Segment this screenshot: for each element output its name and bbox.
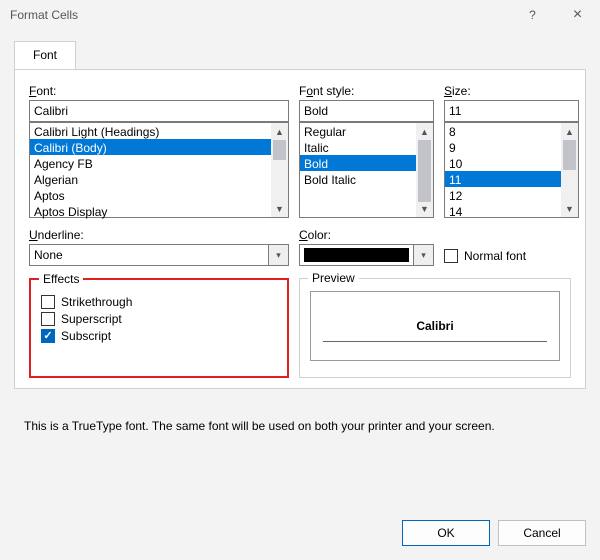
preview-baseline — [323, 341, 547, 342]
list-item[interactable]: 12 — [445, 187, 561, 203]
chevron-down-icon[interactable]: ▾ — [269, 244, 289, 266]
subscript-checkbox[interactable]: Subscript — [41, 329, 277, 343]
underline-label: Underline: — [29, 228, 289, 242]
scrollbar[interactable]: ▲▼ — [416, 123, 433, 217]
list-item[interactable]: Italic — [300, 139, 416, 155]
scrollbar[interactable]: ▲▼ — [271, 123, 288, 217]
font-input[interactable] — [29, 100, 289, 122]
underline-value: None — [29, 244, 269, 266]
scroll-thumb[interactable] — [418, 140, 431, 202]
dialog-title: Format Cells — [10, 8, 510, 22]
list-item[interactable]: Agency FB — [30, 155, 271, 171]
scroll-up-icon[interactable]: ▲ — [416, 123, 433, 140]
list-item[interactable]: Calibri Light (Headings) — [30, 123, 271, 139]
tabstrip: Font — [0, 30, 600, 69]
font-panel: Font: Calibri Light (Headings)Calibri (B… — [14, 69, 586, 389]
scrollbar[interactable]: ▲▼ — [561, 123, 578, 217]
preview-legend: Preview — [308, 271, 359, 285]
list-item[interactable]: 14 — [445, 203, 561, 219]
font-label: Font: — [29, 84, 289, 98]
list-item[interactable]: Aptos — [30, 187, 271, 203]
preview-group: Preview Calibri — [299, 278, 571, 378]
checkbox-icon — [41, 295, 55, 309]
size-input[interactable] — [444, 100, 579, 122]
scroll-thumb[interactable] — [563, 140, 576, 170]
font-style-listbox[interactable]: RegularItalicBoldBold Italic▲▼ — [299, 122, 434, 218]
dialog-footer: OK Cancel — [402, 520, 586, 546]
color-label: Color: — [299, 228, 434, 242]
truetype-note: This is a TrueType font. The same font w… — [0, 389, 600, 443]
cancel-button[interactable]: Cancel — [498, 520, 586, 546]
list-item[interactable]: Bold — [300, 155, 416, 171]
scroll-up-icon[interactable]: ▲ — [271, 123, 288, 140]
effects-legend: Effects — [39, 272, 83, 286]
close-icon[interactable]: × — [555, 0, 600, 30]
list-item[interactable]: 11 — [445, 171, 561, 187]
normal-font-checkbox[interactable]: Normal font — [444, 249, 526, 263]
scroll-down-icon[interactable]: ▼ — [271, 200, 288, 217]
list-item[interactable]: Calibri (Body) — [30, 139, 271, 155]
superscript-checkbox[interactable]: Superscript — [41, 312, 277, 326]
color-combo[interactable]: ▾ — [299, 244, 434, 266]
strikethrough-checkbox[interactable]: Strikethrough — [41, 295, 277, 309]
ok-button[interactable]: OK — [402, 520, 490, 546]
list-item[interactable]: Regular — [300, 123, 416, 139]
preview-text: Calibri — [412, 319, 457, 333]
list-item[interactable]: 9 — [445, 139, 561, 155]
checkbox-icon — [41, 329, 55, 343]
titlebar: Format Cells ? × — [0, 0, 600, 30]
list-item[interactable]: 8 — [445, 123, 561, 139]
help-icon[interactable]: ? — [510, 0, 555, 30]
format-cells-dialog: Format Cells ? × Font Font: Calibri Ligh… — [0, 0, 600, 560]
tab-font[interactable]: Font — [14, 41, 76, 70]
scroll-thumb[interactable] — [273, 140, 286, 160]
checkbox-icon — [41, 312, 55, 326]
list-item[interactable]: Algerian — [30, 171, 271, 187]
underline-combo[interactable]: None ▾ — [29, 244, 289, 266]
scroll-down-icon[interactable]: ▼ — [416, 200, 433, 217]
scroll-up-icon[interactable]: ▲ — [561, 123, 578, 140]
font-listbox[interactable]: Calibri Light (Headings)Calibri (Body)Ag… — [29, 122, 289, 218]
preview-area: Calibri — [310, 291, 560, 361]
font-style-input[interactable] — [299, 100, 434, 122]
effects-group: Effects Strikethrough Superscript Subscr… — [29, 278, 289, 378]
font-style-label: Font style: — [299, 84, 434, 98]
color-value — [299, 244, 414, 266]
checkbox-icon — [444, 249, 458, 263]
scroll-down-icon[interactable]: ▼ — [561, 200, 578, 217]
list-item[interactable]: 10 — [445, 155, 561, 171]
list-item[interactable]: Aptos Display — [30, 203, 271, 219]
chevron-down-icon[interactable]: ▾ — [414, 244, 434, 266]
list-item[interactable]: Bold Italic — [300, 171, 416, 187]
color-swatch — [304, 248, 409, 262]
size-listbox[interactable]: 8910111214▲▼ — [444, 122, 579, 218]
size-label: Size: — [444, 84, 579, 98]
